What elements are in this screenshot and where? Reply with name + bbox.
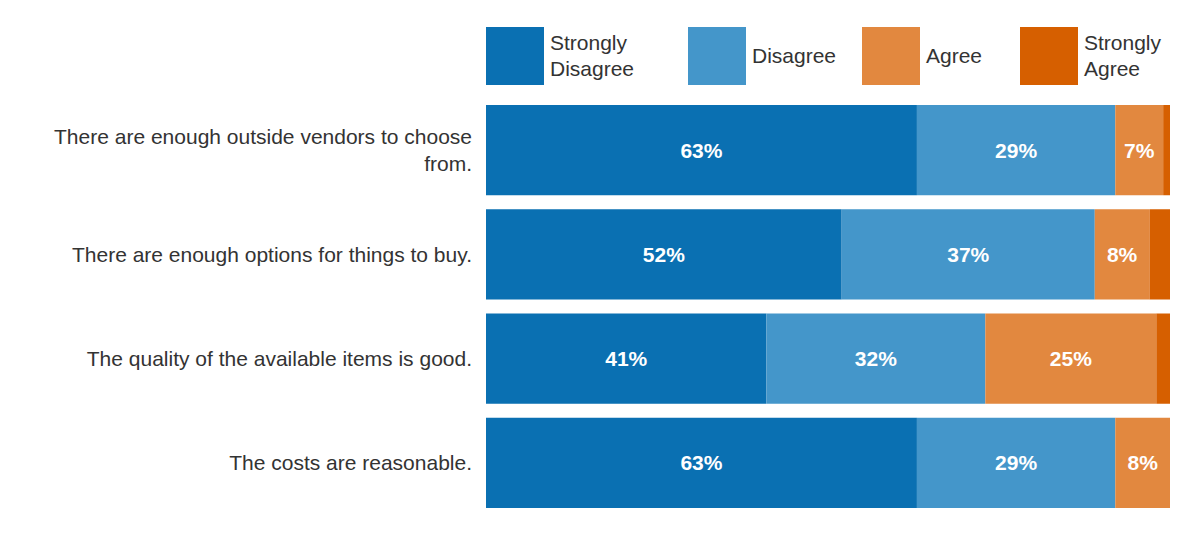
- bar-segment: [917, 105, 1115, 195]
- data-label: 7%: [1124, 139, 1155, 162]
- category-label: There are enough outside vendors to choo…: [17, 105, 472, 195]
- legend-swatch: [688, 27, 746, 85]
- bar-segment: [1095, 209, 1150, 299]
- data-label: 52%: [643, 243, 685, 266]
- bar-segment: [486, 418, 917, 508]
- bar-segment: [486, 105, 917, 195]
- category-label: The costs are reasonable.: [17, 418, 472, 508]
- legend-swatch: [1020, 27, 1078, 85]
- legend-swatch: [486, 27, 544, 85]
- data-label: 63%: [680, 139, 722, 162]
- bars: [486, 105, 1170, 508]
- data-label: 8%: [1127, 451, 1158, 474]
- bar-segment: [766, 314, 985, 404]
- legend-label: Strongly Disagree: [550, 21, 646, 91]
- bar-segment: [842, 209, 1095, 299]
- bar-segment: [917, 418, 1115, 508]
- bar-segment: [1156, 314, 1170, 404]
- bar-segment: [1115, 418, 1170, 508]
- legend-label: Strongly Agree: [1084, 21, 1180, 91]
- bar-segment: [1115, 105, 1163, 195]
- bar-segment: [1163, 105, 1170, 195]
- category-label: The quality of the available items is go…: [17, 314, 472, 404]
- data-label: 29%: [995, 451, 1037, 474]
- data-label: 37%: [947, 243, 989, 266]
- bar-segment: [1149, 209, 1170, 299]
- data-label: 32%: [855, 347, 897, 370]
- bar-segment: [486, 314, 766, 404]
- legend-swatch: [862, 27, 920, 85]
- data-label: 29%: [995, 139, 1037, 162]
- category-label: There are enough options for things to b…: [17, 209, 472, 299]
- legend-label: Agree: [926, 21, 1022, 91]
- bar-segment: [486, 209, 842, 299]
- bar-segment: [1170, 418, 1171, 508]
- chart: 63% 29% 7% 52% 37% 8% 41% 32% 25% 63% 29% 8%: [0, 0, 1200, 535]
- data-label: 63%: [680, 451, 722, 474]
- bar-segment: [985, 314, 1156, 404]
- data-label: 8%: [1107, 243, 1138, 266]
- data-labels: 63% 29% 7% 52% 37% 8% 41% 32% 25% 63% 29% 8%: [605, 139, 1158, 475]
- legend-label: Disagree: [752, 21, 848, 91]
- data-label: 25%: [1050, 347, 1092, 370]
- data-label: 41%: [605, 347, 647, 370]
